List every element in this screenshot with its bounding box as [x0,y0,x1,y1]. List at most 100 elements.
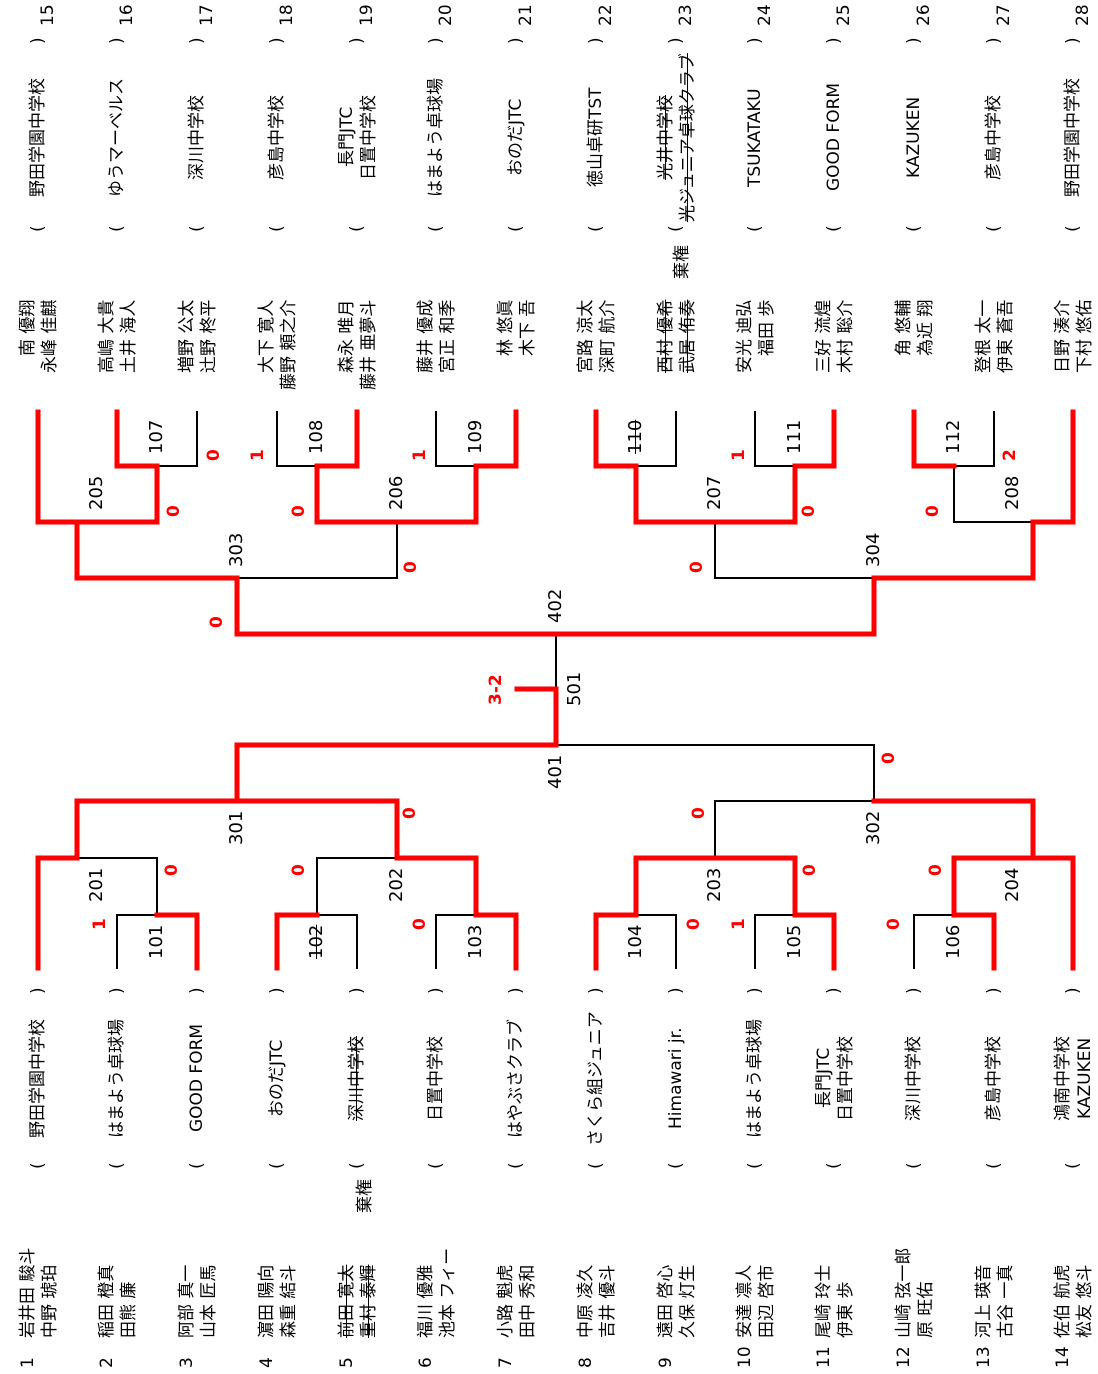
paren-close: ) [824,36,844,44]
player-name: 南 優翔 [18,299,38,356]
match-score: 0 [207,616,227,628]
paren-close: ) [426,36,446,44]
team-name: KAZUKEN [904,96,924,178]
match-score: 0 [923,505,943,517]
team-name: 徳山卓研TST [586,87,606,187]
player-name: 森永 唯月 [337,299,357,373]
seed-number: 20 [436,4,456,26]
player-name: 田辺 啓市 [757,1264,777,1338]
match-number: 206 [386,475,407,510]
paren-close: ) [904,986,924,994]
match-number: 110 [625,419,646,454]
seed-number: 5 [337,1357,357,1368]
player-name: 登根 太一 [974,299,994,373]
player-name: 角 悠輔 [894,299,914,356]
player-name: 木下 吾 [518,299,538,356]
match-score: 0 [204,449,224,461]
match-number: 112 [943,419,964,454]
paren-close: ) [187,36,207,44]
paren-open: ( [187,224,207,232]
seed-number: 4 [257,1357,277,1368]
team-name: 光井中学校 [656,94,676,180]
team-name: はまよう卓球場 [107,1018,127,1138]
match-number: 103 [465,924,486,959]
player-name: 山本 匠馬 [199,1264,219,1338]
player-name: 中野 琥珀 [40,1264,60,1338]
player-name: 藤井 亜夢斗 [359,299,379,390]
match-score: 0 [689,807,709,819]
match-number: 304 [863,532,884,567]
player-name: 松友 悠斗 [1075,1264,1095,1338]
match-number: 203 [704,867,725,902]
player-name: 大下 寛人 [257,299,277,373]
paren-close: ) [745,986,765,994]
paren-close: ) [824,986,844,994]
match-score: 0 [684,918,704,930]
paren-open: ( [426,1161,446,1169]
match-score: 0 [799,505,819,517]
seed-number: 13 [974,1346,994,1368]
team-name: 日置中学校 [426,1035,446,1121]
paren-open: ( [426,224,446,232]
match-score: 0 [289,864,309,876]
team-name: はまよう卓球場 [745,1018,765,1138]
paren-close: ) [1063,986,1083,994]
paren-open: ( [904,1161,924,1169]
seed-number: 8 [576,1357,596,1368]
match-number: 207 [704,475,725,510]
team-name: 彦島中学校 [984,94,1004,180]
team-name: 彦島中学校 [984,1035,1004,1121]
player-name: 西村 優希 [656,299,676,373]
paren-open: ( [745,1161,765,1169]
player-name: 久保 灯生 [678,1264,698,1338]
seed-number: 24 [755,4,775,26]
team-name: 鴻南中学校 [1053,1035,1073,1121]
paren-open: ( [1063,1161,1083,1169]
player-name: 辻野 柊平 [199,299,219,373]
player-name: 伊東 歩 [836,1281,856,1338]
match-score: 3-2 [486,673,506,705]
paren-close: ) [347,36,367,44]
match-number: 111 [784,419,805,454]
paren-open: ( [107,224,127,232]
paren-open: ( [267,224,287,232]
paren-close: ) [984,986,1004,994]
player-name: 安光 迪弘 [735,299,755,373]
player-name: 下村 悠佑 [1075,299,1095,373]
seed-number: 26 [914,4,934,26]
seed-number: 16 [117,4,137,26]
player-name: 田中 秀和 [518,1264,538,1338]
paren-open: ( [666,1161,686,1169]
seed-number: 17 [197,4,217,26]
paren-open: ( [28,1161,48,1169]
player-name: 福田 歩 [757,299,777,356]
match-score: 0 [401,561,421,573]
seed-number: 1 [18,1357,38,1368]
team-name: 長門JTC [337,106,357,167]
match-score: 0 [687,561,707,573]
seed-number: 23 [676,4,696,26]
team-name: 野田学園中学校 [1063,77,1083,197]
seed-number: 2 [97,1357,117,1368]
seed-number: 11 [814,1346,834,1368]
seed-number: 7 [496,1357,516,1368]
team-name: 深川中学校 [347,1035,367,1121]
match-score: 1 [410,449,430,461]
match-score: 0 [884,918,904,930]
paren-close: ) [586,986,606,994]
seed-number: 9 [656,1357,676,1368]
player-name: 高嶋 大貴 [97,299,117,373]
player-name: 三好 流煌 [814,299,834,373]
paren-open: ( [347,224,367,232]
team-name: 野田学園中学校 [28,77,48,197]
team-name: GOOD FORM [824,82,844,191]
player-name: 宮路 涼太 [576,299,596,373]
match-score: 0 [926,864,946,876]
player-name: 池本 フィー [438,1247,458,1338]
seed-number: 12 [894,1346,914,1368]
player-name: 宮正 和季 [438,299,458,373]
match-number: 402 [545,588,566,623]
seed-number: 21 [516,4,536,26]
player-name: 木村 聡介 [836,299,856,373]
player-name: 尾崎 玲士 [814,1264,834,1338]
